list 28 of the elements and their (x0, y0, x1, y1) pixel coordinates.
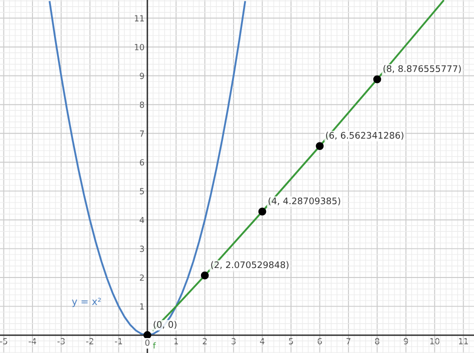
y-tick-label: 10 (134, 44, 144, 50)
y-tick-label: 8 (140, 102, 144, 108)
point (258, 208, 266, 216)
x-tick-label: 2 (202, 338, 207, 344)
point (143, 331, 152, 340)
x-tick-label: -1 (114, 338, 122, 344)
data-label: (6, 6.562341286) (326, 132, 404, 140)
series-label: y = x² (72, 298, 101, 307)
point (200, 272, 209, 280)
data-label: (4, 4.28709385) (268, 197, 340, 206)
annotation: f (153, 342, 156, 349)
y-tick-label: 5 (140, 188, 144, 194)
y-tick-label: 1 (140, 303, 144, 310)
data-label: (8, 8.876555777) (384, 65, 461, 74)
y-tick-label: 4 (140, 216, 144, 224)
point (316, 142, 324, 150)
x-tick-label: -2 (86, 338, 94, 344)
point (373, 75, 382, 84)
y-tick-label: 9 (140, 72, 144, 80)
data-label: (2, 2.070529848) (211, 261, 288, 270)
x-tick-label: 0 (145, 339, 150, 346)
y-tick-label: 3 (140, 246, 144, 252)
x-tick-label: 1 (174, 338, 178, 344)
y-tick-label: 6 (140, 159, 144, 166)
y-tick-label: 7 (140, 130, 144, 137)
y-tick-label: 11 (134, 15, 144, 22)
x-tick-label: 4 (260, 338, 264, 344)
y-tick-label: 2 (140, 274, 144, 281)
